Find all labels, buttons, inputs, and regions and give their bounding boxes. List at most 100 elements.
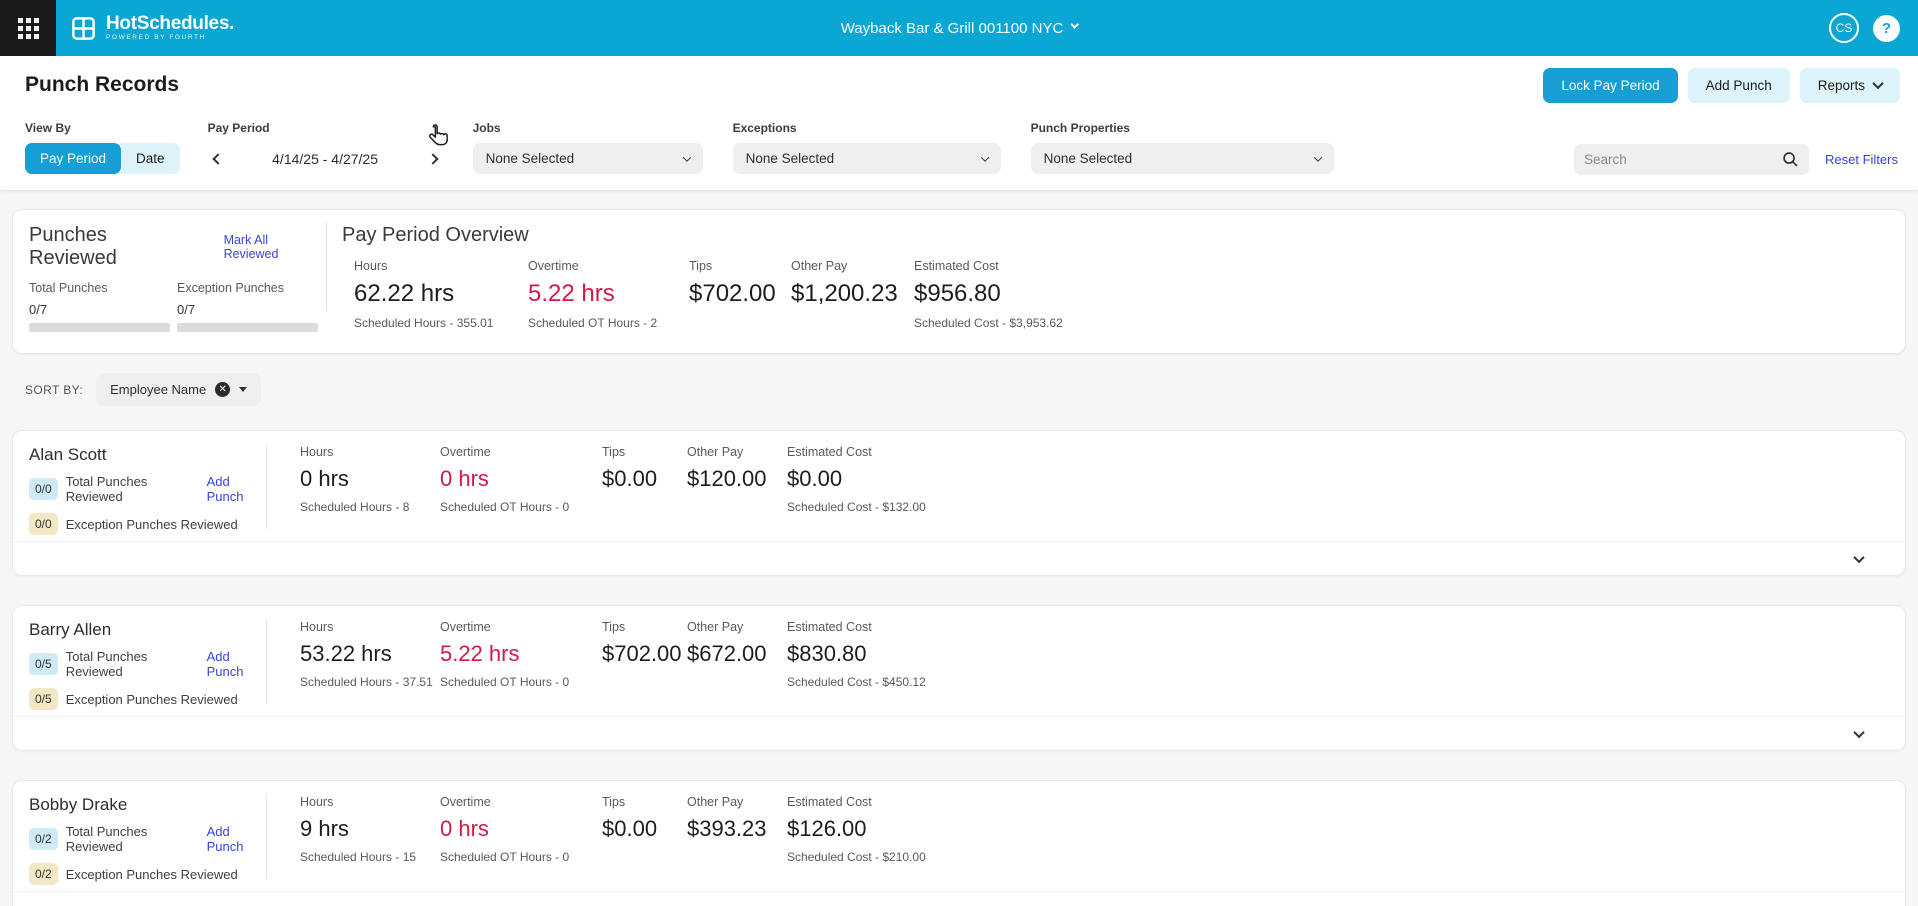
chevron-down-icon xyxy=(1853,901,1865,906)
estimated-cost-stat: Estimated Cost $0.00 Scheduled Cost - $1… xyxy=(787,445,926,514)
previous-pay-period-button[interactable] xyxy=(208,147,228,170)
overtime-stat: Overtime 0 hrs Scheduled OT Hours - 0 xyxy=(440,795,570,864)
pay-period-label: Pay Period xyxy=(207,121,270,135)
pay-period-overview-section: Pay Period Overview Hours 62.22 hrs Sche… xyxy=(327,210,1905,353)
overview-other-pay-stat: Other Pay $1,200.23 xyxy=(791,259,898,307)
exception-punches-count: 0/7 xyxy=(177,302,196,317)
total-punches-progress-bar xyxy=(29,323,170,332)
chevron-right-icon xyxy=(426,153,439,165)
apps-grid-icon xyxy=(17,17,39,39)
tips-stat: Tips $702.00 xyxy=(602,620,682,666)
reports-button-label: Reports xyxy=(1817,77,1865,93)
hours-stat: Hours 53.22 hrs Scheduled Hours - 37.51 xyxy=(300,620,433,689)
chevron-down-icon xyxy=(1070,20,1079,29)
expand-row-button[interactable] xyxy=(1851,547,1867,570)
overtime-stat: Overtime 5.22 hrs Scheduled OT Hours - 0 xyxy=(440,620,570,689)
punch-properties-label: Punch Properties xyxy=(1030,121,1130,135)
exceptions-label: Exceptions xyxy=(732,121,797,135)
topbar: HotSchedules. POWERED BY FOURTH Wayback … xyxy=(0,0,1918,56)
chevron-left-icon xyxy=(211,153,224,165)
pay-period-group: Pay Period 4/14/25 - 4/27/25 xyxy=(208,121,443,174)
pay-period-summary-card: Punches Reviewed Mark All Reviewed Total… xyxy=(12,209,1906,354)
brand-wordmark: HotSchedules. xyxy=(106,13,235,35)
employee-card-barry-allen: Barry Allen 0/5 Total Punches Reviewed A… xyxy=(12,605,1906,751)
punch-properties-group: Punch Properties None Selected xyxy=(1030,121,1334,174)
pay-period-value[interactable]: 4/14/25 - 4/27/25 xyxy=(272,150,379,167)
add-punch-link[interactable]: Add Punch xyxy=(206,824,244,854)
sort-chip-employee-name[interactable]: Employee Name ✕ xyxy=(96,373,262,406)
lock-pay-period-button[interactable]: Lock Pay Period xyxy=(1543,67,1678,103)
mark-all-reviewed-link[interactable]: Mark All Reviewed xyxy=(223,233,279,261)
punch-properties-dropdown[interactable]: None Selected xyxy=(1030,143,1334,174)
sort-by-label: SORT BY: xyxy=(25,382,84,397)
apps-menu-button[interactable] xyxy=(0,0,56,56)
total-punches-badge: 0/2 xyxy=(29,828,58,850)
jobs-dropdown-value: None Selected xyxy=(485,151,575,166)
employee-name: Bobby Drake xyxy=(29,795,128,814)
vertical-divider xyxy=(266,620,267,704)
jobs-label: Jobs xyxy=(472,121,501,135)
reset-filters-link[interactable]: Reset Filters xyxy=(1825,152,1898,167)
jobs-dropdown[interactable]: None Selected xyxy=(472,143,703,174)
exception-punches-badge: 0/5 xyxy=(29,688,58,710)
view-by-pay-period-button[interactable]: Pay Period xyxy=(25,143,122,174)
add-punch-link[interactable]: Add Punch xyxy=(206,649,244,679)
view-by-group: View By Pay Period Date xyxy=(25,121,180,174)
chevron-down-icon xyxy=(1853,726,1865,739)
jobs-group: Jobs None Selected xyxy=(472,121,703,174)
add-punch-link[interactable]: Add Punch xyxy=(206,474,244,504)
chevron-down-icon xyxy=(980,152,989,162)
other-pay-stat: Other Pay $672.00 xyxy=(687,620,767,666)
brand-tagline: POWERED BY FOURTH xyxy=(106,34,206,42)
exceptions-dropdown[interactable]: None Selected xyxy=(732,143,1001,174)
store-selector[interactable]: Wayback Bar & Grill 001100 NYC xyxy=(840,19,1079,37)
exception-punches-badge: 0/0 xyxy=(29,513,58,535)
overtime-stat: Overtime 0 hrs Scheduled OT Hours - 0 xyxy=(440,445,570,514)
view-by-date-button[interactable]: Date xyxy=(121,143,180,174)
total-punches-progress: Total Punches 0/7 xyxy=(29,281,170,332)
punches-reviewed-section: Punches Reviewed Mark All Reviewed Total… xyxy=(13,210,326,353)
expand-row-button[interactable] xyxy=(1851,897,1867,906)
store-name: Wayback Bar & Grill 001100 NYC xyxy=(840,19,1064,37)
help-icon[interactable]: ? xyxy=(1873,14,1900,42)
punch-properties-dropdown-value: None Selected xyxy=(1043,151,1133,166)
expand-row-button[interactable] xyxy=(1851,722,1867,745)
employee-name: Barry Allen xyxy=(29,620,112,639)
caret-down-icon xyxy=(239,387,248,392)
total-punches-label: Total Punches xyxy=(29,281,108,295)
chevron-down-icon xyxy=(1872,77,1884,90)
filter-bar: View By Pay Period Date Pay Period 4/14/… xyxy=(0,114,1918,191)
other-pay-stat: Other Pay $393.23 xyxy=(687,795,767,841)
add-punch-button[interactable]: Add Punch xyxy=(1687,67,1790,103)
other-pay-stat: Other Pay $120.00 xyxy=(687,445,767,491)
total-punches-badge: 0/0 xyxy=(29,478,58,500)
search-box xyxy=(1574,144,1810,175)
exception-punches-badge: 0/2 xyxy=(29,863,58,885)
overview-overtime-stat: Overtime 5.22 hrs Scheduled OT Hours - 2 xyxy=(528,259,658,330)
employee-name: Alan Scott xyxy=(29,445,107,464)
hours-stat: Hours 9 hrs Scheduled Hours - 15 xyxy=(300,795,417,864)
exceptions-dropdown-value: None Selected xyxy=(745,151,835,166)
overview-tips-stat: Tips $702.00 xyxy=(689,259,776,307)
sort-chip-label: Employee Name xyxy=(110,382,207,397)
exception-punches-progress: Exception Punches 0/7 xyxy=(177,281,318,332)
search-input[interactable] xyxy=(1584,152,1783,167)
reports-button[interactable]: Reports xyxy=(1799,67,1900,103)
page-header: Punch Records Lock Pay Period Add Punch … xyxy=(0,56,1918,114)
chevron-down-icon xyxy=(1853,551,1865,564)
search-icon[interactable] xyxy=(1782,151,1799,168)
view-by-label: View By xyxy=(25,121,71,135)
tips-stat: Tips $0.00 xyxy=(602,795,658,841)
tips-stat: Tips $0.00 xyxy=(602,445,658,491)
pay-period-overview-title: Pay Period Overview xyxy=(342,224,529,246)
exception-punches-progress-bar xyxy=(177,323,318,332)
vertical-divider xyxy=(266,795,267,879)
next-pay-period-button[interactable] xyxy=(423,147,443,170)
hotschedules-logo[interactable]: HotSchedules. POWERED BY FOURTH xyxy=(70,14,234,42)
employee-card-bobby-drake: Bobby Drake 0/2 Total Punches Reviewed A… xyxy=(12,780,1906,906)
remove-sort-icon[interactable]: ✕ xyxy=(215,382,231,397)
chevron-down-icon xyxy=(682,152,691,162)
avatar[interactable]: CS xyxy=(1829,13,1859,43)
vertical-divider xyxy=(326,222,327,311)
hours-stat: Hours 0 hrs Scheduled Hours - 8 xyxy=(300,445,410,514)
